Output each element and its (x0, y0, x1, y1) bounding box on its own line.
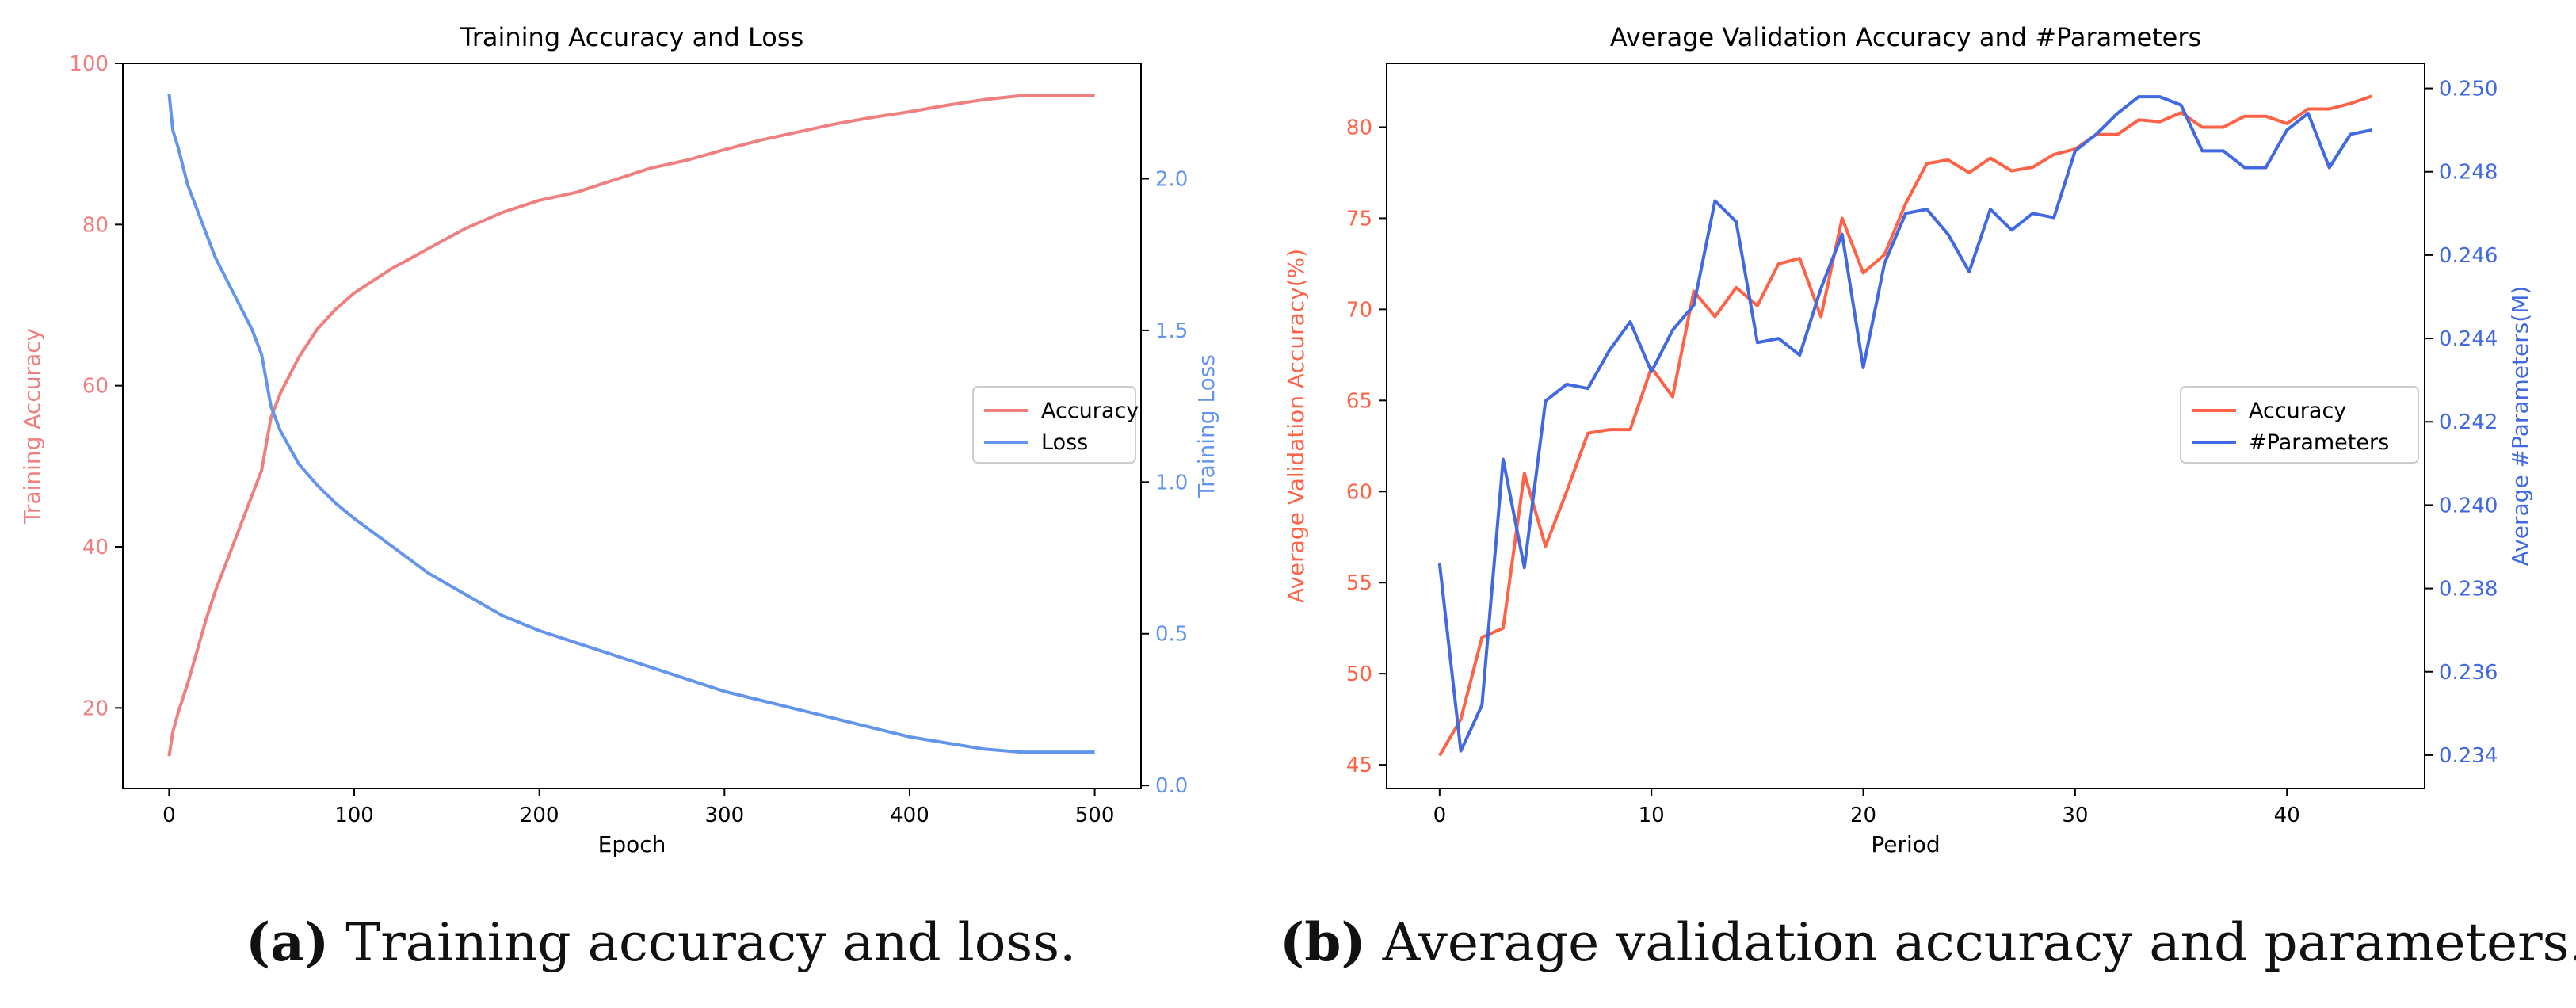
y2-tick-label: 0.5 (1155, 623, 1188, 647)
y2-tick-label: 1.0 (1155, 471, 1188, 494)
y2-tick-label: 0.242 (2439, 410, 2498, 434)
caption-a-letter: (a) (246, 911, 330, 973)
plot-frame (1386, 63, 2425, 789)
y2-tick-label: 0.0 (1155, 774, 1188, 798)
y2-tick-label: 0.238 (2439, 578, 2498, 601)
chart-training-accuracy-loss: Training Accuracy and Loss 0 100 200 300 400 5… (19, 22, 1219, 857)
x-tick-label: 0 (162, 804, 176, 827)
x-tick-label: 500 (1075, 804, 1115, 827)
x-tick-label: 30 (2062, 804, 2088, 827)
y2-axis-label: Training Loss (1193, 354, 1219, 498)
y-tick-label: 50 (1346, 662, 1372, 686)
series-line-accuracy (1438, 94, 2372, 757)
series-line-loss (167, 94, 1095, 754)
x-tick-label: 400 (890, 804, 929, 827)
y-axis-label: Training Accuracy (19, 328, 45, 525)
y2-axis-label: Average #Parameters(M) (2507, 286, 2533, 567)
caption-b-text: Average validation accuracy and paramete… (1365, 912, 2576, 973)
y2-tick-label: 0.234 (2439, 744, 2498, 768)
x-tick-label: 100 (334, 804, 374, 827)
y-tick-label: 40 (82, 536, 109, 559)
x-tick-label: 10 (1639, 804, 1665, 827)
y2-tick-label: 0.240 (2439, 494, 2498, 517)
x-axis-label: Epoch (598, 831, 666, 857)
y-tick-label: 20 (82, 697, 109, 720)
legend-label: Accuracy (2249, 399, 2346, 423)
y-tick-label: 60 (82, 375, 109, 399)
y-tick-label: 55 (1346, 571, 1372, 595)
y-tick-label: 70 (1346, 298, 1372, 322)
y-tick-label: 65 (1346, 389, 1372, 413)
x-tick-label: 40 (2274, 804, 2300, 827)
series-line-accuracy (167, 94, 1095, 757)
y2-tick-label: 0.244 (2439, 327, 2498, 351)
y-tick-label: 100 (69, 52, 109, 76)
y2-tick-label: 0.250 (2439, 78, 2498, 101)
legend-label: Accuracy (1041, 399, 1139, 423)
x-tick-label: 20 (1850, 804, 1876, 827)
caption-b: (b) Average validation accuracy and para… (1280, 911, 2576, 973)
y2-tick-label: 1.5 (1155, 319, 1188, 343)
x-tick-label: 0 (1433, 804, 1447, 827)
legend-label: #Parameters (2249, 430, 2389, 455)
y2-tick-label: 2.0 (1155, 167, 1188, 191)
x-axis-label: Period (1871, 831, 1940, 857)
y-tick-label: 45 (1346, 754, 1372, 777)
legend-label: Loss (1041, 430, 1088, 455)
y2-tick-label: 0.248 (2439, 161, 2498, 185)
y2-tick-label: 0.246 (2439, 244, 2498, 268)
x-tick-label: 300 (704, 804, 744, 827)
plot-frame (122, 63, 1142, 789)
series-line-parameters (1437, 95, 2372, 753)
y-tick-label: 80 (1346, 116, 1372, 139)
y-tick-label: 80 (82, 213, 109, 237)
chart-title: Training Accuracy and Loss (460, 22, 803, 52)
y-tick-label: 75 (1346, 207, 1372, 231)
y2-tick-label: 0.236 (2439, 661, 2498, 685)
chart-title: Average Validation Accuracy and #Paramet… (1610, 22, 2201, 52)
caption-a-text: Training accuracy and loss. (329, 912, 1077, 973)
caption-a: (a) Training accuracy and loss. (246, 911, 1076, 973)
y-tick-label: 60 (1346, 480, 1372, 504)
x-tick-label: 200 (520, 804, 559, 827)
caption-b-letter: (b) (1280, 911, 1366, 973)
y-axis-label: Average Validation Accuracy(%) (1283, 249, 1309, 603)
chart-validation-accuracy-parameters: Average Validation Accuracy and #Paramet… (1283, 22, 2533, 857)
legend-box (2180, 386, 2419, 464)
